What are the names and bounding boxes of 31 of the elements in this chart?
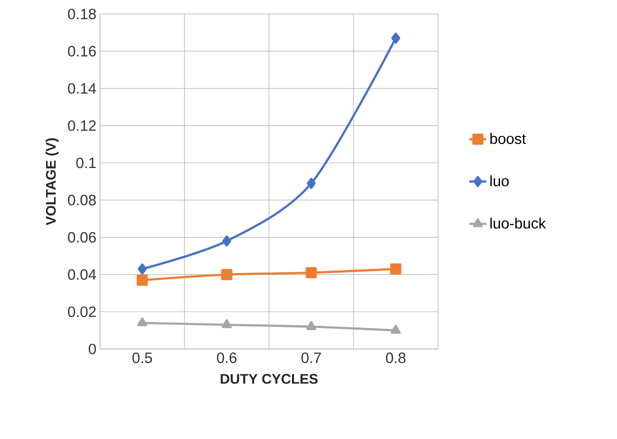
- y-tick-label: 0.06: [68, 232, 96, 243]
- y-tick-label: 0: [88, 344, 96, 354]
- point: [138, 263, 147, 275]
- y-axis-title: VOLTAGE (V): [46, 138, 59, 226]
- point: [222, 235, 232, 247]
- legend-label: luo: [490, 175, 509, 186]
- y-tick-label: 0.16: [68, 46, 96, 56]
- point: [306, 178, 316, 189]
- y-tick-label: 0.14: [68, 83, 96, 94]
- point: [221, 268, 232, 280]
- point: [390, 324, 401, 334]
- point: [222, 319, 232, 328]
- legend-label: boost: [490, 133, 526, 144]
- y-tick-label: 0.12: [68, 120, 96, 131]
- point: [306, 267, 317, 278]
- x-tick-label: 0.6: [216, 352, 236, 364]
- point: [390, 263, 402, 275]
- y-tick-label: 0.04: [68, 269, 96, 280]
- legend-label: luo-buck: [490, 218, 546, 229]
- point: [137, 317, 148, 326]
- x-tick-label: 0.5: [132, 352, 152, 364]
- y-tick-label: 0.18: [68, 8, 96, 20]
- x-tick-label: 0.8: [386, 352, 406, 364]
- point: [136, 274, 148, 286]
- point: [306, 321, 316, 330]
- y-tick-label: 0.08: [68, 194, 96, 206]
- x-axis-title: DUTY CYCLES: [220, 374, 318, 384]
- y-tick-label: 0.1: [76, 158, 96, 168]
- y-tick-label: 0.02: [68, 306, 96, 318]
- point: [391, 32, 400, 44]
- x-tick-label: 0.7: [301, 352, 321, 364]
